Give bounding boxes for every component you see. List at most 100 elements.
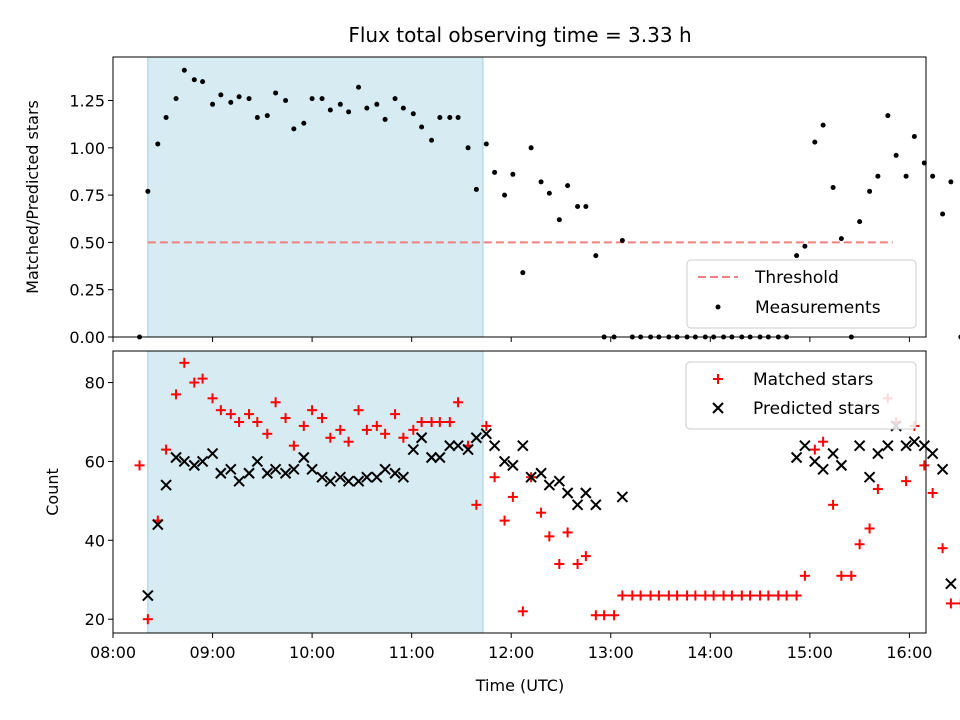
predicted-star-point (243, 467, 255, 479)
predicted-star-point (872, 447, 884, 460)
predicted-star-point (188, 459, 201, 472)
predicted-star-point (298, 451, 310, 464)
measurement-point (356, 84, 362, 90)
measurement-point (327, 107, 333, 113)
predicted-star-point (452, 439, 464, 452)
measurement-point (885, 113, 891, 119)
matched-star-point (225, 409, 236, 420)
matched-star-point (179, 357, 190, 368)
predicted-star-point (206, 447, 219, 460)
measurement-point (802, 243, 808, 249)
predicted-star-point (507, 459, 519, 472)
matched-star-point (745, 590, 756, 601)
matched-star-point (298, 420, 309, 431)
matched-star-point (609, 610, 620, 621)
predicted-star-point (835, 459, 848, 472)
measurement-point (447, 115, 453, 121)
predicted-star-point (462, 443, 474, 456)
measurement-point (291, 126, 297, 132)
measurement-point (163, 115, 169, 121)
matched-star-point (262, 428, 273, 439)
x-axis-label: Time (UTC) (475, 676, 564, 695)
measurement-point (820, 122, 826, 128)
legend-matched-swatch (713, 374, 723, 384)
matched-star-point (335, 424, 346, 435)
predicted-star-point (580, 487, 592, 499)
matched-star-point (635, 590, 646, 601)
top-y-tick-label: 0.00 (69, 328, 105, 347)
measurement-point (210, 101, 216, 107)
observing-window-shade-bottom (147, 350, 484, 634)
matched-star-point (390, 409, 401, 420)
predicted-star-point (434, 451, 446, 464)
observing-window-shade-top (147, 56, 484, 338)
measurement-point (492, 169, 498, 175)
measurement-point (374, 101, 380, 107)
matched-star-point (562, 527, 573, 538)
measurement-point (254, 115, 260, 121)
matched-star-point (380, 428, 391, 439)
measurement-point (382, 116, 388, 122)
bottom-x-axis: 08:00 09:00 10:00 11:00 12:00 13:00 14:00 15:00… (90, 633, 932, 662)
measurement-point (429, 137, 435, 143)
matched-star-point (142, 614, 153, 625)
measurement-point (301, 120, 307, 126)
bottom-y-axis: 20 40 60 80 (85, 374, 113, 629)
matched-star-point (955, 598, 960, 609)
matched-star-point (398, 432, 409, 443)
x-tick-label: 11:00 (389, 643, 435, 662)
measurement-point (264, 113, 270, 119)
predicted-star-point (908, 436, 921, 448)
matched-star-point (234, 416, 245, 427)
x-tick-label: 10:00 (289, 643, 335, 662)
measurement-point (410, 111, 416, 117)
matched-star-point (444, 416, 455, 427)
predicted-star-point (863, 471, 876, 483)
top-x-ticks (112, 337, 910, 342)
predicted-star-point (425, 451, 438, 464)
predicted-star-point (306, 463, 318, 476)
measurement-point (283, 98, 289, 104)
measurement-point (930, 173, 936, 179)
matched-star-point (864, 523, 875, 534)
matched-star-point (927, 487, 938, 498)
predicted-star-point (225, 463, 237, 476)
bottom-y-axis-label: Count (43, 468, 62, 516)
measurement-point (337, 101, 343, 107)
predicted-star-point (827, 447, 839, 460)
bottom-y-tick-label: 60 (85, 452, 105, 471)
bottom-y-tick-label: 20 (85, 610, 105, 629)
predicted-star-point (498, 455, 511, 468)
predicted-star-point (324, 475, 337, 487)
predicted-star-point (444, 439, 456, 452)
measurement-point (246, 96, 252, 102)
measurement-point (794, 253, 800, 259)
measurement-point (893, 152, 899, 158)
top-plot-frame (112, 56, 927, 338)
matched-star-point (708, 590, 719, 601)
predicted-star-point (900, 439, 912, 452)
x-tick-label: 14:00 (687, 643, 733, 662)
matched-star-point (617, 590, 628, 601)
matched-star-point (489, 472, 500, 483)
matched-star-point (937, 543, 948, 554)
predicted-star-point (561, 487, 574, 499)
predicted-star-point (488, 439, 501, 452)
measurement-point (437, 115, 443, 121)
matched-star-point (781, 590, 792, 601)
bottom-y-tick-label: 80 (85, 374, 105, 393)
predicted-star-point (160, 479, 172, 491)
predicted-star-point (178, 455, 191, 468)
matched-star-point (371, 420, 382, 431)
measurement-point (419, 124, 425, 130)
measurement-point (309, 96, 315, 102)
matched-star-point (244, 409, 255, 420)
matched-star-point (161, 444, 172, 455)
predicted-star-point (152, 518, 164, 531)
matched-star-point (726, 590, 737, 601)
predicted-star-point (352, 475, 365, 487)
predicted-star-point (342, 475, 355, 487)
matched-star-point (945, 598, 956, 609)
measurement-point (228, 99, 234, 105)
